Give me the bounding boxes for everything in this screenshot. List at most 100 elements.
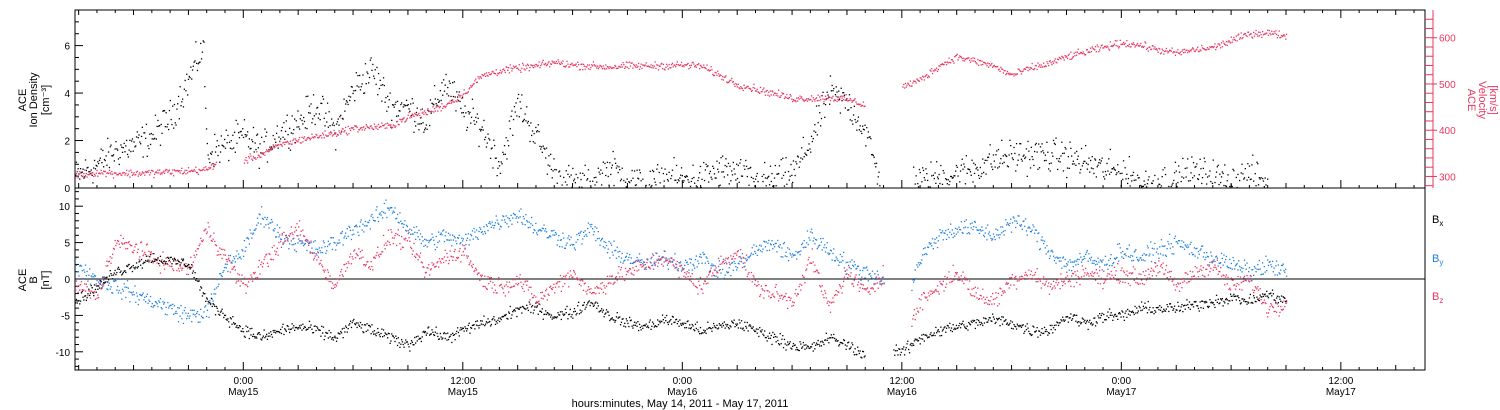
by-point <box>401 222 404 225</box>
by-point <box>857 265 859 267</box>
density-point <box>280 130 283 132</box>
bz-point <box>207 222 209 224</box>
density-point <box>238 132 240 134</box>
density-point <box>346 101 348 103</box>
density-point <box>1024 156 1027 158</box>
bz-point <box>101 278 103 280</box>
density-point <box>193 61 195 63</box>
density-point <box>354 100 356 102</box>
by-point <box>1104 255 1107 257</box>
velocity-point <box>451 101 453 103</box>
by-point <box>407 229 409 232</box>
by-point <box>1205 256 1207 259</box>
density-point <box>734 173 736 175</box>
density-point <box>873 156 875 158</box>
density-point <box>985 173 987 175</box>
bz-point <box>229 271 232 273</box>
density-point <box>475 116 477 119</box>
velocity-point <box>255 158 257 160</box>
velocity-point <box>271 147 273 149</box>
density-point <box>300 114 302 116</box>
density-point <box>1011 157 1014 159</box>
by-point <box>1066 264 1069 266</box>
velocity-point <box>559 63 562 65</box>
velocity-point <box>114 172 116 174</box>
bz-point <box>345 262 348 265</box>
density-point <box>264 128 266 130</box>
velocity-point <box>293 138 295 140</box>
by-point <box>515 217 517 219</box>
bz-point <box>93 292 95 294</box>
bz-point <box>349 253 352 255</box>
by-point <box>317 252 320 254</box>
velocity-point <box>372 128 374 130</box>
velocity-point <box>810 99 812 101</box>
by-point <box>270 218 273 221</box>
density-point <box>1089 171 1091 173</box>
density-point <box>1189 180 1191 182</box>
by-point <box>362 223 364 225</box>
bz-point <box>428 264 430 266</box>
bz-point <box>435 265 437 267</box>
by-point <box>834 260 836 262</box>
by-point <box>137 303 139 306</box>
density-point <box>83 177 85 179</box>
density-point <box>558 171 560 173</box>
density-point <box>1201 182 1203 185</box>
velocity-point <box>306 138 308 140</box>
density-point <box>81 171 83 173</box>
by-point <box>931 245 933 247</box>
density-point <box>540 146 543 148</box>
density-point <box>197 63 199 65</box>
by-point <box>849 261 851 263</box>
density-point <box>214 133 216 136</box>
bz-point <box>112 253 114 255</box>
velocity-point <box>1015 74 1017 76</box>
velocity-point <box>943 63 945 66</box>
velocity-point <box>969 59 971 61</box>
bz-point <box>237 273 239 275</box>
velocity-point <box>659 65 661 67</box>
bz-point <box>430 268 432 270</box>
by-point <box>1154 242 1156 245</box>
density-point <box>138 134 140 136</box>
density-point <box>1104 178 1106 180</box>
bz-point <box>239 285 241 287</box>
density-point <box>178 118 180 120</box>
velocity-point <box>1192 47 1194 49</box>
density-point <box>1076 150 1078 153</box>
bz-point <box>486 288 488 290</box>
velocity-point <box>702 66 704 69</box>
density-point <box>843 94 846 96</box>
bz-point <box>499 284 502 286</box>
by-point <box>604 247 606 249</box>
by-point <box>1201 245 1203 247</box>
density-point <box>348 95 350 97</box>
bz-point <box>376 252 378 254</box>
density-point <box>1195 165 1197 168</box>
density-point <box>376 66 378 69</box>
by-point <box>361 229 363 231</box>
by-point <box>166 314 168 316</box>
density-point <box>1015 170 1017 172</box>
velocity-point <box>205 166 207 168</box>
bz-point <box>181 269 183 271</box>
by-point <box>435 235 437 238</box>
bz-point <box>159 272 162 274</box>
by-point <box>635 259 637 262</box>
by-point <box>680 270 683 272</box>
velocity-point <box>1053 60 1056 62</box>
density-point <box>811 140 813 143</box>
bz-point <box>138 258 140 261</box>
by-point <box>1170 243 1172 245</box>
density-point <box>1205 173 1207 175</box>
by-point <box>670 261 672 263</box>
by-point <box>737 262 739 264</box>
velocity-point <box>600 65 602 67</box>
velocity-point <box>546 64 548 66</box>
density-point <box>366 71 368 73</box>
velocity-point <box>1113 43 1116 45</box>
velocity-point <box>77 177 79 179</box>
by-point <box>1280 264 1283 267</box>
by-point <box>318 247 320 249</box>
